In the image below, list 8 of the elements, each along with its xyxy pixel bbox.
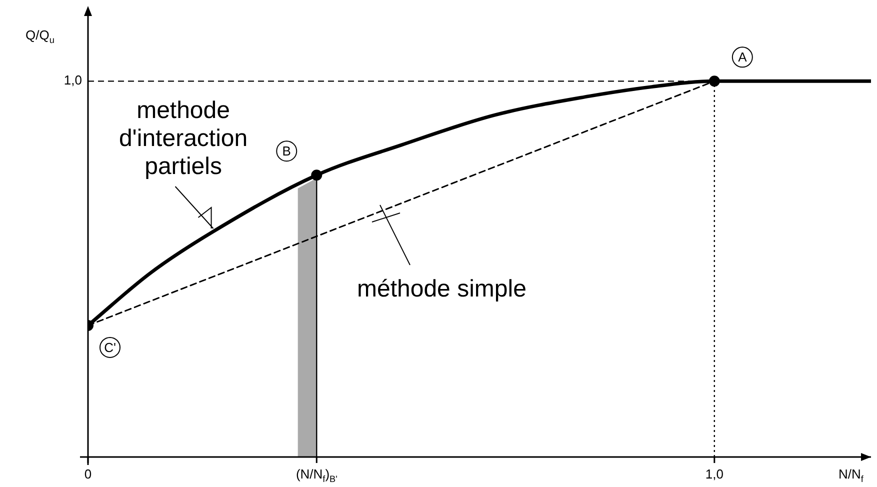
annotation: C' (104, 340, 116, 356)
annotation: méthode simple (357, 276, 526, 303)
annotation: B (282, 144, 291, 159)
annotation: methode d'interaction partiels (118, 97, 248, 180)
ref-line-label: 1,0 (64, 72, 82, 88)
x-tick-label: 1,0 (705, 466, 724, 482)
annotation: A (738, 50, 748, 65)
x-tick-label: 0 (84, 466, 92, 482)
